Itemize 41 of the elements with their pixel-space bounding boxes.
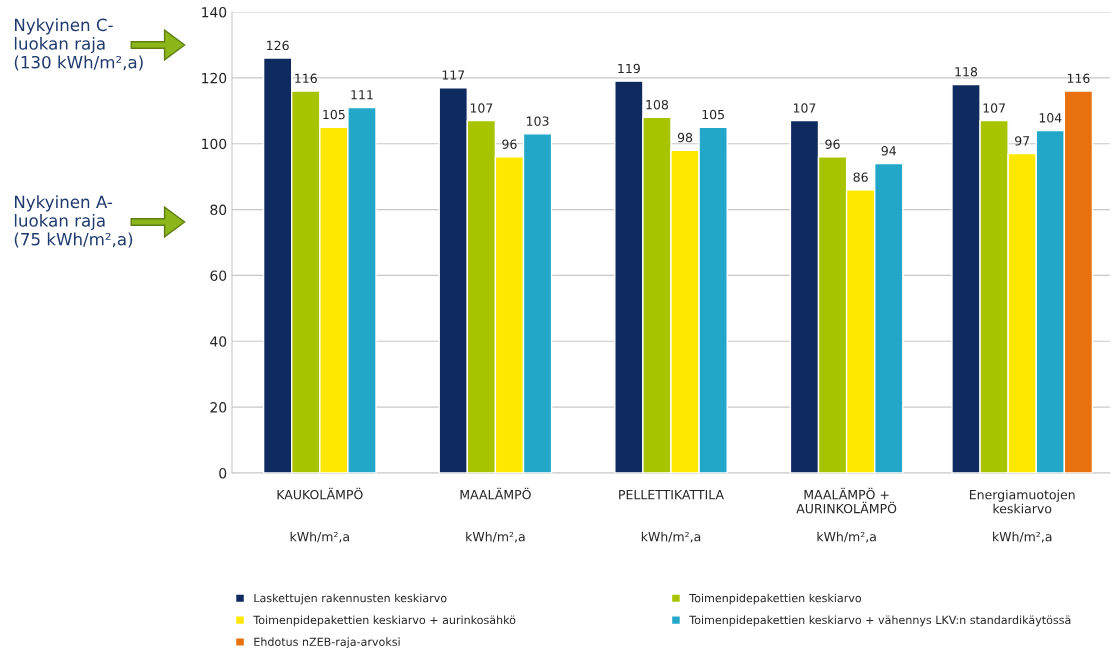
data-label: 94 xyxy=(881,146,896,156)
data-label: 107 xyxy=(470,103,493,113)
legend-label: Toimenpidepakettien keskiarvo + vähennys LKV:n standardikäytössä xyxy=(689,615,1071,627)
data-label: 105 xyxy=(323,109,345,120)
y-tick-label: 60 xyxy=(210,270,227,281)
category-label: PELLETTIKATTILA kWh/m²,a xyxy=(619,490,724,543)
data-label: 117 xyxy=(442,70,465,80)
text: Nykyinen C- luokan raja (130 kWh/m²,a) xyxy=(14,18,143,71)
data-label: 96 xyxy=(825,139,840,149)
data-label: 104 xyxy=(1039,113,1062,123)
category-label: KAUKOLÄMPÖ kWh/m²,a xyxy=(277,487,363,543)
data-label: 119 xyxy=(618,63,640,74)
y-tick-label: 20 xyxy=(210,402,227,413)
data-label: 116 xyxy=(295,73,317,84)
data-label: 86 xyxy=(853,172,868,182)
y-tick-label: 40 xyxy=(210,336,227,347)
category-label: MAALÄMPÖ + AURINKOLÄMPÖ kWh/m²,a xyxy=(796,487,897,543)
legend-label: Ehdotus nZEB-raja-arvoksi xyxy=(254,637,400,649)
data-label: 98 xyxy=(677,132,693,143)
text: Nykyinen A- luokan raja (75 kWh/m²,a) xyxy=(14,195,133,248)
data-label: 103 xyxy=(526,116,549,126)
data-label: 107 xyxy=(983,103,1005,113)
y-tick-label: 100 xyxy=(202,138,227,150)
legend-label: Toimenpidepakettien keskiarvo xyxy=(689,593,862,605)
data-label: 97 xyxy=(1015,136,1030,146)
data-label: 111 xyxy=(351,90,373,100)
legend-label: Laskettujen rakennusten keskiarvo xyxy=(254,593,447,605)
category-label: Energiamuotojen keskiarvo kWh/m²,a xyxy=(969,489,1075,543)
y-tick-label: 140 xyxy=(202,6,227,18)
data-label: 126 xyxy=(267,40,289,51)
data-label: 105 xyxy=(702,109,724,120)
data-label: 116 xyxy=(1067,73,1090,84)
y-tick-label: 80 xyxy=(210,204,227,216)
data-label: 118 xyxy=(955,67,978,77)
data-label: 108 xyxy=(646,99,669,110)
y-tick-label: 0 xyxy=(219,467,227,479)
y-tick-label: 120 xyxy=(202,72,227,84)
data-label: 107 xyxy=(793,103,816,113)
data-label: 96 xyxy=(502,139,517,149)
legend-label: Toimenpidepakettien keskiarvo + aurinkosähkö xyxy=(253,615,516,627)
category-label: MAALÄMPÖ kWh/m²,a xyxy=(460,487,531,543)
